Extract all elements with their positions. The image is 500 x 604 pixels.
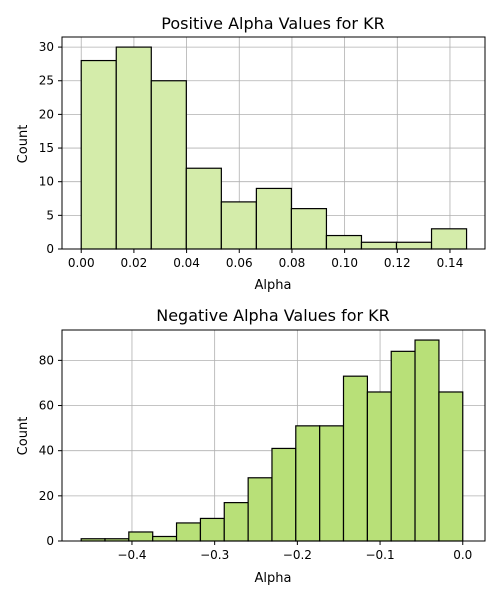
y-tick-label: 25: [39, 74, 54, 88]
x-tick-label: 0.00: [68, 256, 95, 270]
histogram-bar: [199, 517, 225, 542]
y-axis-ticks: 0 5 10 15 20 25 30: [39, 40, 62, 256]
chart-title: Positive Alpha Values for KR: [161, 14, 384, 33]
y-axis-label: Count: [16, 417, 31, 456]
histogram-bar: [152, 535, 178, 542]
histogram-bar: [319, 425, 345, 542]
y-tick-label: 30: [39, 40, 54, 54]
histogram-bar: [360, 241, 398, 250]
histogram-bar: [255, 187, 293, 250]
bars: [80, 339, 464, 542]
histogram-bar: [366, 391, 392, 542]
y-tick-label: 20: [39, 107, 54, 121]
x-tick-label: 0.0: [453, 548, 472, 562]
histogram-bar: [80, 59, 117, 250]
x-axis-label: Alpha: [255, 278, 292, 293]
y-tick-label: 0: [46, 534, 54, 548]
histogram-bar: [295, 425, 321, 542]
bars: [80, 46, 468, 250]
histogram-bar: [150, 80, 187, 250]
histogram-bar: [430, 228, 468, 250]
y-tick-label: 60: [39, 399, 54, 413]
y-tick-label: 15: [39, 141, 54, 155]
histogram-bar: [414, 339, 440, 542]
x-tick-label: −0.1: [365, 548, 394, 562]
x-tick-label: −0.3: [200, 548, 229, 562]
histogram-bar: [342, 375, 369, 542]
plot-frame: [61, 329, 486, 542]
histogram-bar: [290, 208, 328, 250]
x-tick-label: 0.14: [437, 256, 464, 270]
histogram-bar: [115, 46, 152, 250]
x-axis-ticks: −0.4 −0.3 −0.2 −0.1 0.0: [117, 541, 472, 562]
x-tick-label: 0.08: [279, 256, 306, 270]
histogram-bar: [390, 350, 416, 542]
x-tick-label: 0.02: [121, 256, 148, 270]
y-tick-label: 20: [39, 489, 54, 503]
y-tick-label: 80: [39, 353, 54, 367]
histogram-positive-alpha: Positive Alpha Values for KR 0.00 0.02 0.0…: [16, 14, 486, 293]
histogram-bar: [395, 241, 433, 250]
y-axis-label: Count: [16, 125, 31, 164]
y-tick-label: 40: [39, 444, 54, 458]
x-tick-label: 0.04: [173, 256, 200, 270]
x-tick-label: −0.4: [117, 548, 146, 562]
x-tick-label: −0.2: [283, 548, 312, 562]
x-tick-label: 0.06: [226, 256, 253, 270]
plot-frame: [61, 36, 486, 250]
histogram-bar: [438, 391, 464, 542]
histogram-bar: [128, 531, 154, 542]
y-tick-label: 5: [46, 208, 54, 222]
x-tick-label: 0.10: [331, 256, 358, 270]
histogram-bar: [271, 447, 297, 542]
histogram-bar: [247, 477, 273, 542]
histogram-negative-alpha: Negative Alpha Values for KR −0.4 −0.3 −0.…: [16, 306, 486, 586]
x-axis-ticks: 0.00 0.02 0.04 0.06 0.08 0.10 0.12 0.14: [68, 249, 463, 270]
x-axis-label: Alpha: [255, 571, 292, 586]
histogram-bar: [185, 167, 222, 250]
chart-title: Negative Alpha Values for KR: [156, 306, 390, 325]
x-tick-label: 0.12: [384, 256, 411, 270]
y-tick-label: 10: [39, 175, 54, 189]
histogram-bar: [223, 502, 249, 542]
y-tick-label: 0: [46, 242, 54, 256]
histogram-bar: [220, 201, 257, 250]
histogram-bar: [175, 522, 202, 542]
y-axis-ticks: 0 20 40 60 80: [39, 353, 62, 548]
histogram-bar: [325, 234, 363, 250]
